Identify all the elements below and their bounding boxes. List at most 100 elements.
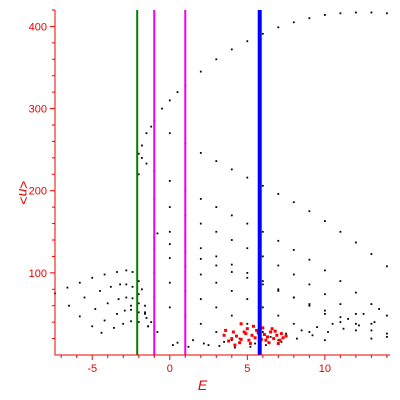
- data-point: [83, 296, 86, 299]
- y-tick-label: 400: [29, 21, 47, 33]
- data-point: [137, 173, 140, 176]
- data-point: [324, 293, 326, 296]
- data-point: [150, 321, 153, 323]
- data-point: [78, 281, 81, 284]
- data-point: [131, 297, 134, 300]
- data-point: [130, 304, 132, 307]
- data-point: [192, 339, 194, 342]
- data-point: [156, 331, 159, 333]
- data-point: [370, 303, 373, 305]
- data-point-red: [242, 330, 246, 334]
- data-point: [324, 269, 326, 272]
- data-point: [144, 311, 146, 314]
- data-point: [296, 337, 298, 340]
- data-point-red: [281, 336, 285, 340]
- data-point: [113, 327, 115, 329]
- data-point: [308, 331, 311, 333]
- data-point: [327, 331, 329, 333]
- data-point-red: [247, 338, 251, 342]
- data-point: [370, 337, 373, 340]
- data-point-red: [275, 333, 279, 337]
- data-point: [172, 344, 174, 346]
- x-tick-label: -5: [87, 363, 97, 375]
- data-point: [145, 317, 148, 319]
- data-point: [246, 40, 249, 43]
- data-point: [147, 325, 149, 328]
- data-point: [230, 290, 233, 292]
- data-point: [123, 309, 126, 312]
- data-point: [254, 342, 256, 345]
- data-point-red: [276, 342, 280, 345]
- data-point: [106, 302, 109, 305]
- data-point: [277, 288, 280, 291]
- data-point: [215, 306, 218, 309]
- data-point: [125, 269, 128, 272]
- data-point: [215, 255, 218, 258]
- data-point: [285, 332, 287, 335]
- data-point: [292, 21, 295, 24]
- data-point: [141, 144, 143, 147]
- data-point: [168, 99, 171, 102]
- data-point: [370, 253, 373, 255]
- data-point: [292, 296, 295, 299]
- data-point: [308, 17, 311, 20]
- data-point: [355, 322, 357, 325]
- data-point-red: [269, 330, 273, 334]
- data-point: [311, 334, 314, 337]
- data-point: [261, 32, 264, 35]
- data-point: [141, 157, 143, 159]
- data-point: [355, 313, 357, 315]
- data-point: [230, 239, 233, 241]
- data-point: [199, 70, 202, 73]
- data-point: [355, 241, 357, 244]
- data-point: [145, 162, 148, 165]
- data-point: [199, 247, 202, 250]
- data-point: [168, 281, 171, 284]
- x-tick-label: 10: [319, 363, 331, 375]
- data-point: [261, 331, 264, 333]
- data-point-red: [233, 343, 237, 347]
- data-point: [246, 276, 249, 279]
- data-point: [94, 308, 97, 310]
- data-point: [339, 303, 342, 305]
- x-axis-title: E: [198, 377, 208, 393]
- data-point-red: [250, 333, 254, 337]
- data-point: [137, 321, 140, 323]
- x-tick-label: 5: [244, 363, 250, 375]
- data-point-red: [284, 334, 288, 338]
- data-point-red: [239, 322, 243, 326]
- data-point: [230, 214, 233, 217]
- data-point: [234, 346, 236, 349]
- data-point: [145, 132, 148, 135]
- data-point: [308, 303, 311, 305]
- data-point: [292, 201, 295, 204]
- data-point: [339, 321, 342, 323]
- data-point: [223, 341, 225, 343]
- data-point: [339, 316, 342, 319]
- data-point: [230, 48, 233, 51]
- data-point: [137, 311, 140, 314]
- data-point: [246, 298, 249, 300]
- data-point: [355, 11, 357, 14]
- data-point: [246, 322, 249, 325]
- data-point: [358, 324, 360, 327]
- data-point: [199, 258, 202, 260]
- data-point: [125, 296, 128, 299]
- data-point: [373, 321, 376, 323]
- data-point-red: [239, 337, 243, 341]
- data-point: [324, 339, 326, 342]
- data-point-red: [230, 337, 234, 341]
- data-point: [324, 14, 326, 16]
- data-point: [362, 313, 365, 315]
- data-point: [277, 193, 280, 195]
- data-point: [66, 286, 69, 289]
- data-point: [292, 322, 295, 325]
- data-point: [130, 320, 132, 323]
- data-point: [277, 290, 280, 292]
- data-point: [280, 341, 283, 343]
- data-point: [91, 325, 94, 328]
- y-axis-title: <n>: [16, 180, 32, 204]
- data-point-red: [238, 341, 242, 345]
- data-point: [324, 309, 326, 312]
